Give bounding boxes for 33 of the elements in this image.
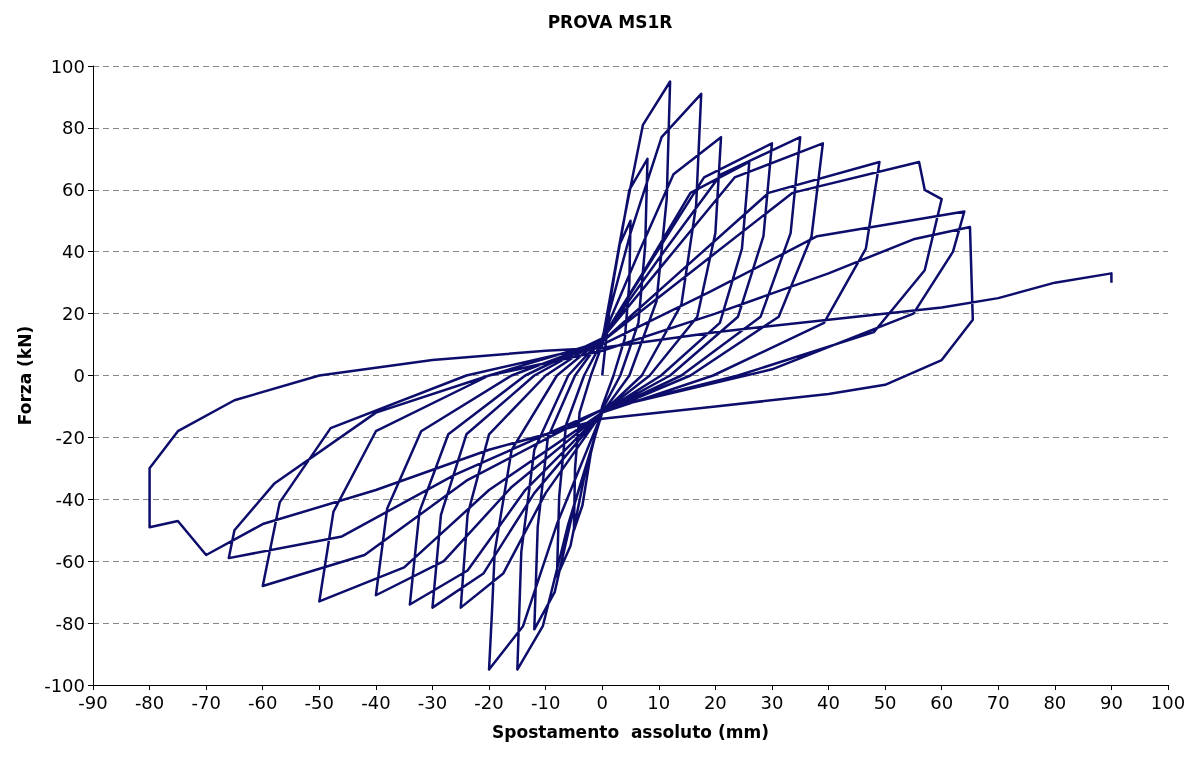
y-tick-label: -20 xyxy=(55,426,85,448)
y-tick-label: -60 xyxy=(55,550,85,572)
y-tick-label: 80 xyxy=(62,117,85,139)
y-tick-label: 0 xyxy=(73,365,85,386)
x-tick-label: 20 xyxy=(703,691,727,713)
x-tick-label: 90 xyxy=(1099,691,1123,713)
line-series xyxy=(148,80,1113,671)
x-tick-label: 10 xyxy=(647,691,671,713)
x-tick-label: 100 xyxy=(1150,691,1186,713)
x-tick-label: 40 xyxy=(817,691,840,713)
y-axis-title: Forza (kN) xyxy=(14,325,35,426)
y-tick-label: -80 xyxy=(55,612,85,634)
x-tick-label: 30 xyxy=(760,691,784,713)
x-tick-label: -50 xyxy=(304,691,335,713)
y-tick-label: 20 xyxy=(62,303,85,325)
x-tick-label: -30 xyxy=(417,691,448,713)
x-axis-title: Spostamento assoluto (mm) xyxy=(492,721,769,742)
x-tick-label: 60 xyxy=(930,691,954,713)
y-tick-label: -40 xyxy=(55,488,85,510)
x-tick-label: -60 xyxy=(248,691,278,713)
x-tick-label: 70 xyxy=(986,691,1010,713)
x-tick-label: -20 xyxy=(474,691,504,713)
y-tick-label: 60 xyxy=(62,179,85,201)
y-tick-label: 100 xyxy=(50,55,85,77)
chart-title: PROVA MS1R xyxy=(547,11,673,32)
x-tick-label: -80 xyxy=(134,691,165,713)
x-tick-label: 0 xyxy=(596,691,608,713)
x-tick-label: -70 xyxy=(191,691,221,713)
x-tick-label: 80 xyxy=(1043,691,1067,713)
x-tick-label: -40 xyxy=(361,691,391,713)
x-tick-label: 50 xyxy=(873,691,897,713)
y-tick-label: 40 xyxy=(62,241,85,263)
x-tick-label: -10 xyxy=(530,691,561,713)
